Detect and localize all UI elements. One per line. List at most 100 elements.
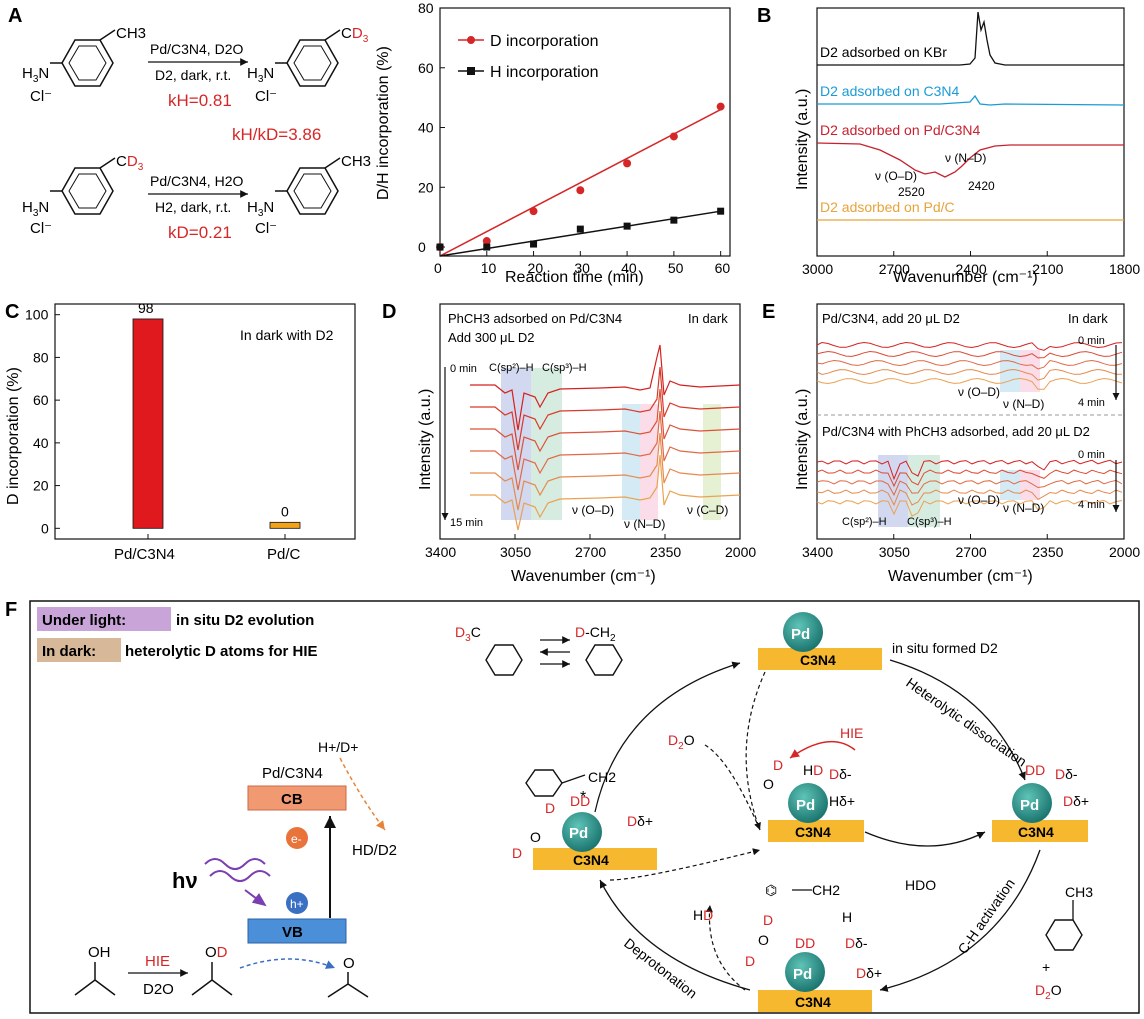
kh-kd-ratio: kH/kD=3.86 bbox=[232, 125, 321, 144]
cb-box bbox=[247, 785, 347, 811]
c3n4-left: C3N4 bbox=[573, 852, 609, 868]
svg-text:D: D bbox=[763, 912, 773, 928]
chartE-ylabel: Intensity (a.u.) bbox=[794, 389, 811, 490]
rxn2-reagent-top: Pd/C3N4, H2O bbox=[150, 173, 243, 189]
svg-text:D: D bbox=[512, 845, 522, 861]
spectra-d bbox=[470, 344, 741, 531]
chartB-xtick-label: 3000 bbox=[802, 261, 833, 277]
chart-d: PhCH3 adsorbed on Pd/C3N4 Add 300 μL D2 … bbox=[439, 303, 741, 540]
chartB-xtick-label: 2100 bbox=[1032, 261, 1063, 277]
e-spectrum-trace-bottom bbox=[816, 489, 1123, 507]
hdo-label: HDO bbox=[905, 877, 936, 893]
chartA-point-d bbox=[716, 102, 725, 111]
chartE-xtick-label: 3400 bbox=[802, 544, 833, 560]
chartE-xtick-label: 2350 bbox=[1032, 544, 1063, 560]
d-spectrum-trace bbox=[470, 410, 741, 491]
chartA-ytick-label: 0 bbox=[418, 239, 426, 255]
hv-label: hν bbox=[172, 868, 198, 893]
d-cd: ν (C–D) bbox=[687, 503, 728, 517]
e-spectrum-trace-bottom bbox=[816, 479, 1123, 497]
chartB-ticks: 3000 2700 2400 2100 1800 bbox=[802, 251, 1140, 277]
hd-ions: H+/D+ bbox=[318, 739, 358, 755]
c3n4-right: C3N4 bbox=[1018, 824, 1054, 840]
chartA-ytick-label: 40 bbox=[418, 120, 434, 136]
svg-text:O: O bbox=[758, 932, 769, 948]
chartE-xtick-label: 2700 bbox=[956, 544, 987, 560]
chartC-bar bbox=[132, 318, 164, 529]
hie-cycle: HIE bbox=[840, 725, 863, 741]
chart-b: D2 adsorbed on KBr D2 adsorbed on C3N4 D… bbox=[816, 7, 1125, 257]
pd-right: Pd bbox=[1020, 797, 1039, 814]
svg-text:D: D bbox=[745, 953, 755, 969]
label-nd-b: ν (N–D) bbox=[945, 151, 986, 165]
electron-label: e- bbox=[291, 832, 302, 846]
chartC-ytick-label: 40 bbox=[33, 435, 49, 451]
e-od1: ν (O–D) bbox=[958, 385, 1000, 399]
e-od2: ν (O–D) bbox=[958, 493, 1000, 507]
svg-text:Dδ-: Dδ- bbox=[1055, 766, 1078, 782]
svg-text:O: O bbox=[763, 776, 774, 792]
panel-label-f: F bbox=[5, 599, 17, 621]
label-2520: 2520 bbox=[898, 185, 925, 199]
svg-text:*: * bbox=[580, 789, 586, 806]
light-wave-icon bbox=[204, 858, 266, 870]
rxn1-k: kH=0.81 bbox=[168, 91, 232, 110]
chartA-xtick-label: 40 bbox=[621, 260, 637, 276]
chartA-xtick-label: 0 bbox=[434, 260, 442, 276]
label-pdc3n4: D2 adsorbed on Pd/C3N4 bbox=[820, 122, 981, 138]
e-spectrum-trace-top bbox=[816, 350, 1123, 359]
rxn2-k: kD=0.21 bbox=[168, 223, 232, 242]
chartD-xtick-label: 3050 bbox=[500, 544, 531, 560]
label-pdc: D2 adsorbed on Pd/C bbox=[820, 199, 955, 215]
band-od-d bbox=[622, 404, 640, 520]
chartB-xlabel: Wavenumber (cm⁻¹) bbox=[893, 269, 1038, 286]
svg-text:Dδ+: Dδ+ bbox=[627, 813, 653, 829]
svg-text:OH: OH bbox=[88, 944, 111, 961]
svg-text:H3N: H3N bbox=[22, 65, 49, 85]
catalyst-right: C3N4 Pd DD Dδ- Dδ+ bbox=[992, 762, 1089, 842]
chart-kinetics: 0 10 20 30 40 50 60 0 20 40 60 80 bbox=[418, 0, 731, 276]
d-spectrum-trace bbox=[470, 388, 741, 471]
svg-text:D3C: D3C bbox=[455, 624, 481, 644]
legend-h: H incorporation bbox=[490, 64, 599, 81]
scheme-a-2: CD3 H3N Cl⁻ Pd/C3N4, H2O H2, dark, r.t. … bbox=[22, 153, 371, 242]
chartA-xtick-label: 50 bbox=[668, 260, 684, 276]
chartC-category-label: Pd/C3N4 bbox=[114, 546, 175, 563]
svg-text:D: D bbox=[773, 757, 783, 773]
panel-label-e: E bbox=[762, 301, 775, 323]
pd-top: Pd bbox=[791, 626, 810, 643]
e-nd1: ν (N–D) bbox=[1003, 397, 1044, 411]
d2o-label: D2O bbox=[143, 981, 174, 998]
d-note2: Add 300 μL D2 bbox=[448, 330, 535, 345]
e-t0b: 0 min bbox=[1078, 449, 1105, 461]
spectrum-kbr bbox=[817, 11, 1124, 66]
panel-f-frame bbox=[29, 600, 1140, 1014]
svg-text:Dδ-: Dδ- bbox=[829, 766, 852, 782]
e-nd2: ν (N–D) bbox=[1003, 501, 1044, 515]
svg-text:⌬: ⌬ bbox=[765, 882, 777, 898]
ch2-bottom: CH2 bbox=[812, 882, 840, 898]
label-c3n4: D2 adsorbed on C3N4 bbox=[820, 83, 960, 99]
chartA-point-h bbox=[670, 216, 678, 224]
svg-text:Dδ-: Dδ- bbox=[845, 935, 868, 951]
chartA-point-d bbox=[576, 186, 585, 195]
e-sp2: C(sp²)–H bbox=[842, 516, 887, 528]
chartA-xlabel: Reaction time (min) bbox=[505, 269, 644, 286]
e-spectrum-trace-bottom bbox=[816, 469, 1123, 488]
rxn2-reagent-bottom: H2, dark, r.t. bbox=[155, 199, 231, 215]
chartE-xtick-label: 3050 bbox=[879, 544, 910, 560]
e-note3: Pd/C3N4 with PhCH3 adsorbed, add 20 μL D… bbox=[822, 424, 1090, 439]
chart-c: 0 20 40 60 80 100 98 Pd/C3N4 0 Pd/C bbox=[25, 300, 356, 563]
chartB-ylabel: Intensity (a.u.) bbox=[794, 89, 811, 190]
chartD-xtick-label: 2350 bbox=[650, 544, 681, 560]
legend-light-text: in situ D2 evolution bbox=[176, 612, 314, 629]
e-spectrum-trace-top bbox=[816, 368, 1123, 381]
e-spectrum-trace-top bbox=[816, 377, 1123, 390]
chartB-xtick-label: 2700 bbox=[879, 261, 910, 277]
chartA-ytick-label: 60 bbox=[418, 60, 434, 76]
chartA-point-h bbox=[623, 222, 631, 230]
svg-text:Dδ+: Dδ+ bbox=[856, 965, 882, 981]
chartC-bar bbox=[269, 521, 301, 529]
rxn1-reagent-bottom: D2, dark, r.t. bbox=[155, 67, 231, 83]
chartD-ticks: 3400 3050 2700 2350 2000 bbox=[425, 534, 756, 560]
